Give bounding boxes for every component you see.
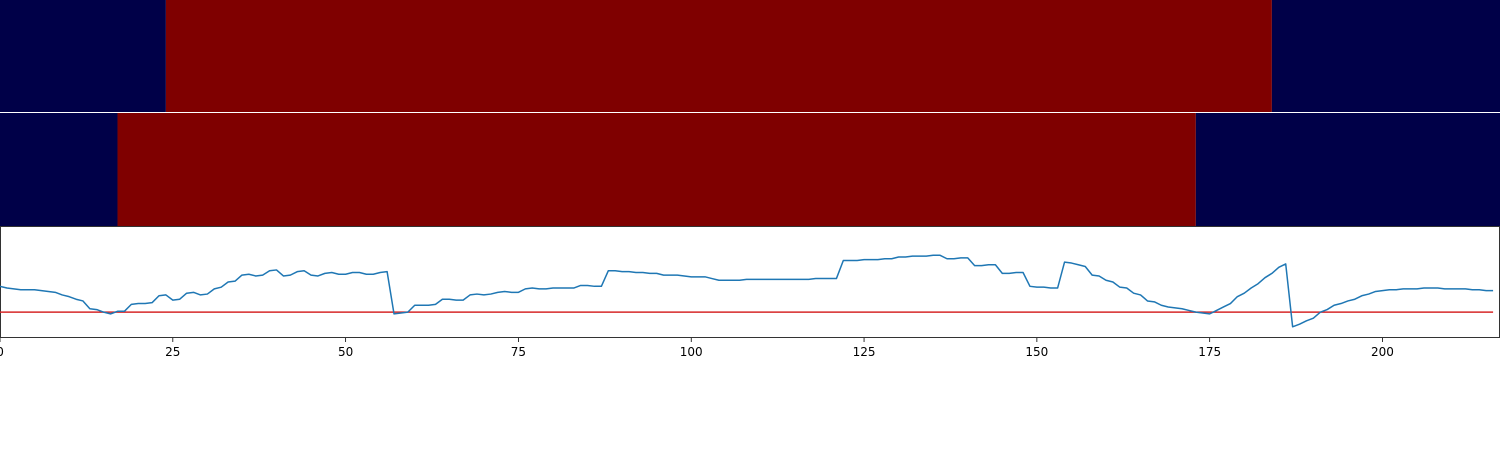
x-tick-label-3: 75 bbox=[511, 345, 526, 359]
heatmap-cell-middle-0 bbox=[0, 113, 118, 226]
x-tick-label-2: 50 bbox=[338, 345, 353, 359]
x-tick-label-7: 175 bbox=[1198, 345, 1221, 359]
heatmap-cell-top-1 bbox=[165, 0, 1272, 112]
series-line bbox=[0, 254, 1494, 328]
x-tick-label-5: 125 bbox=[853, 345, 876, 359]
heatmap-cell-top-0 bbox=[0, 0, 166, 112]
plot-frame bbox=[0, 226, 1500, 338]
heatmap-panel-middle bbox=[0, 113, 1500, 226]
x-tick-label-6: 150 bbox=[1025, 345, 1048, 359]
heatmap-panel-top bbox=[0, 0, 1500, 112]
x-tick-label-8: 200 bbox=[1371, 345, 1394, 359]
x-tick-label-4: 100 bbox=[680, 345, 703, 359]
heatmap-cell-middle-2 bbox=[1195, 113, 1500, 226]
heatmap-cell-top-2 bbox=[1271, 0, 1500, 112]
x-tick-label-1: 25 bbox=[165, 345, 180, 359]
line-panel-bottom: 0 25 50 75 100 125 150 175 200 bbox=[0, 226, 1500, 359]
x-tick-label-0: 0 bbox=[0, 345, 4, 359]
heatmap-cell-middle-1 bbox=[117, 113, 1196, 226]
